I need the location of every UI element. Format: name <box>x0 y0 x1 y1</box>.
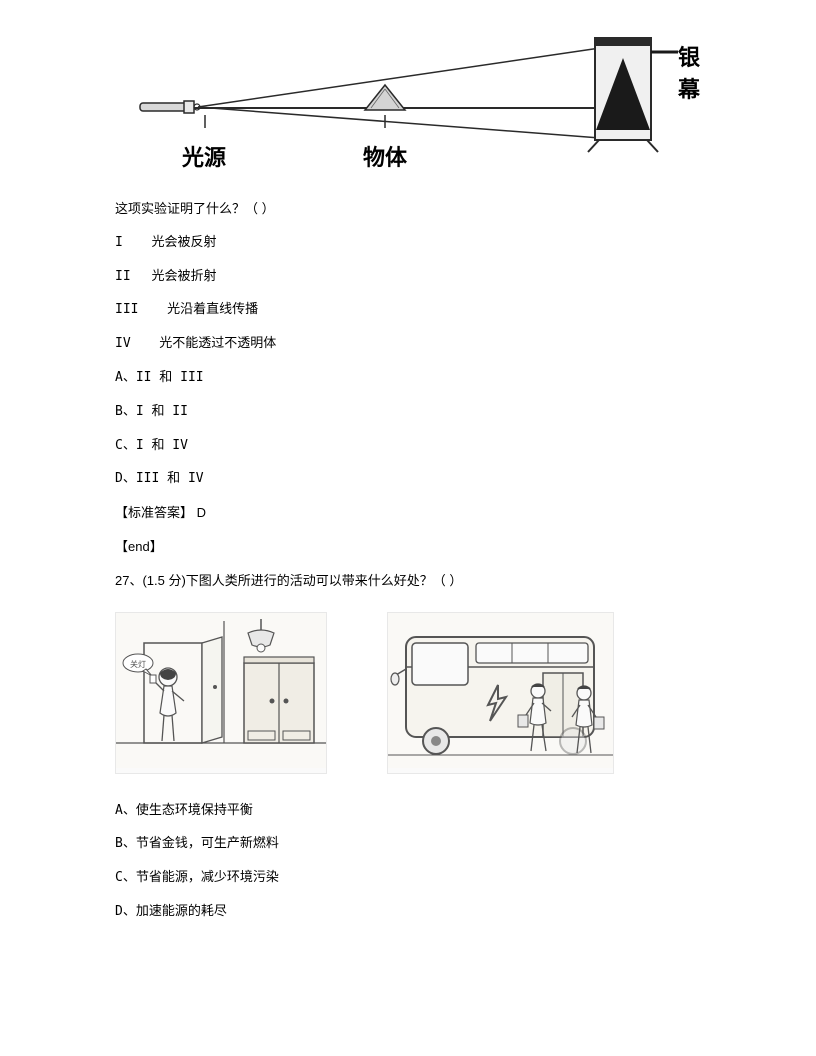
q26-answer: 【标准答案】 D <box>115 496 716 530</box>
q26-opt-d: D、III 和 IV <box>115 462 716 496</box>
q27-image-1: 关灯 <box>115 612 327 774</box>
q26-stmt-1: I 光会被反射 <box>115 226 716 260</box>
label-object: 物体 <box>363 140 407 172</box>
q27-opt-c: C、节省能源，减少环境污染 <box>115 861 716 895</box>
label-screen: 银幕 <box>678 40 700 104</box>
q27-prompt: 27、(1.5 分)下图人类所进行的活动可以带来什么好处？（ ） <box>115 564 716 598</box>
q27-images: 关灯 <box>115 612 716 774</box>
q26-opt-c: C、I 和 IV <box>115 429 716 463</box>
q26-stmt-4: IV 光不能透过不透明体 <box>115 327 716 361</box>
q27-opt-a: A、使生态环境保持平衡 <box>115 794 716 828</box>
q27-opt-b: B、节省金钱，可生产新燃料 <box>115 827 716 861</box>
q26-opt-a: A、II 和 III <box>115 361 716 395</box>
q27-opt-d: D、加速能源的耗尽 <box>115 895 716 929</box>
q27-image-2 <box>387 612 614 774</box>
svg-text:关灯: 关灯 <box>130 659 146 669</box>
q26-stmt-2: II 光会被折射 <box>115 260 716 294</box>
q26-prompt: 这项实验证明了什么？（ ） <box>115 192 716 226</box>
q26-stmt-3: III 光沿着直线传播 <box>115 293 716 327</box>
q26-end: 【end】 <box>115 530 716 564</box>
light-diagram: 光源 物体 银幕 <box>110 0 700 180</box>
q26-opt-b: B、I 和 II <box>115 395 716 429</box>
label-source: 光源 <box>182 140 226 172</box>
